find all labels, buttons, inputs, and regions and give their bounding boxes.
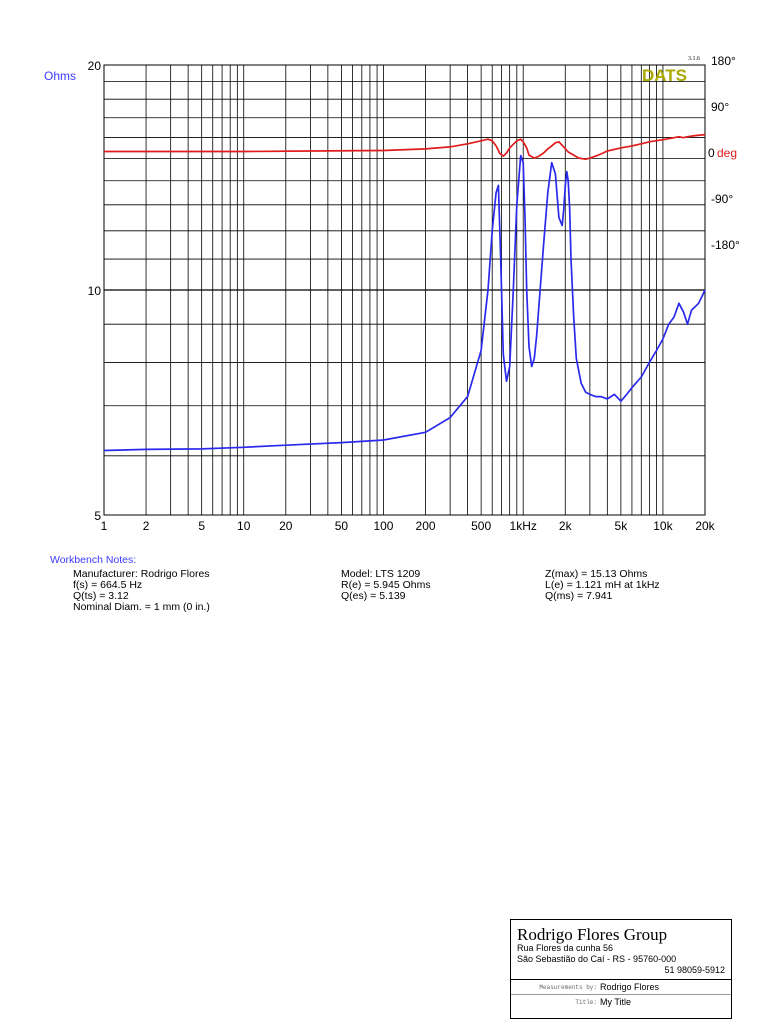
note-manufacturer: Manufacturer: Rodrigo Flores — [73, 568, 210, 580]
deg-zero-label: 0 — [708, 146, 715, 160]
title-row: Title: My Title — [511, 995, 731, 1009]
notes-column-1: Manufacturer: Rodrigo Flores f(s) = 664.… — [73, 569, 210, 613]
impedance-phase-chart: 1 2 5 10 20 50 100 200 500 1kHz 2k 5k 10k 20k 20 10 5 1… — [44, 54, 740, 533]
x-tick-label: 5 — [198, 519, 205, 533]
y-tick-labels: 20 10 5 — [88, 59, 102, 523]
y2-tick-label: -180° — [711, 238, 740, 252]
chart-series — [103, 133, 706, 452]
x-tick-label: 1 — [101, 519, 108, 533]
title-row-divider — [511, 994, 731, 995]
address-line-2: São Sebastião do Caí - RS - 95760-000 — [517, 954, 677, 964]
x-tick-label: 20 — [279, 519, 293, 533]
x-tick-label: 10 — [237, 519, 251, 533]
measured-by-value: Rodrigo Flores — [600, 982, 660, 992]
y-tick-label: 20 — [88, 59, 102, 73]
title-value: My Title — [600, 997, 632, 1007]
note-qes: Q(es) = 5.139 — [341, 590, 406, 602]
x-tick-label: 5k — [615, 519, 629, 533]
y-tick-label: 10 — [88, 284, 102, 298]
workbench-notes: Workbench Notes: Manufacturer: Rodrigo F… — [50, 554, 750, 613]
measured-by-label: Measurements by: — [539, 983, 597, 991]
x-tick-label: 50 — [335, 519, 349, 533]
x-tick-label: 200 — [416, 519, 436, 533]
x-tick-label: 1kHz — [510, 519, 537, 533]
notes-title: Workbench Notes: — [50, 554, 137, 566]
version-label: 3.1.6 — [688, 56, 700, 62]
deg-axis-label: deg — [717, 146, 737, 160]
chart-grid — [104, 65, 705, 515]
title-block: Rodrigo Flores Group Rua Flores da cunha… — [510, 919, 732, 1019]
title-block-divider — [511, 979, 731, 980]
dats-logo: DATS — [642, 66, 687, 85]
y2-tick-label: -90° — [711, 192, 733, 206]
note-zmax: Z(max) = 15.13 Ohms — [545, 568, 648, 580]
note-le: L(e) = 1.121 mH at 1kHz — [545, 579, 660, 591]
y2-tick-label: 180° — [711, 54, 736, 68]
note-re: R(e) = 5.945 Ohms — [341, 579, 431, 591]
y2-tick-labels: 180° 90° -90° -180° — [711, 54, 740, 252]
y-tick-label: 5 — [94, 509, 101, 523]
x-tick-label: 20k — [695, 519, 715, 533]
address-line-1: Rua Flores da cunha 56 — [517, 943, 614, 953]
phone-number: 51 98059-5912 — [664, 965, 725, 975]
x-tick-labels: 1 2 5 10 20 50 100 200 500 1kHz 2k 5k 10k 20k — [101, 519, 716, 533]
impedance-line — [103, 154, 706, 452]
notes-column-3: Z(max) = 15.13 Ohms L(e) = 1.121 mH at 1… — [545, 569, 660, 602]
x-tick-label: 2k — [559, 519, 573, 533]
note-model: Model: LTS 1209 — [341, 568, 421, 580]
measured-by-row: Measurements by: Rodrigo Flores — [511, 980, 731, 994]
x-tick-label: 10k — [653, 519, 673, 533]
x-tick-label: 500 — [471, 519, 491, 533]
phase-line — [104, 133, 706, 161]
note-qts: Q(ts) = 3.12 — [73, 590, 129, 602]
note-fs: f(s) = 664.5 Hz — [73, 579, 143, 591]
note-qms: Q(ms) = 7.941 — [545, 590, 613, 602]
y2-tick-label: 90° — [711, 100, 729, 114]
company-name: Rodrigo Flores Group — [517, 925, 668, 944]
ohms-axis-label: Ohms — [44, 69, 76, 83]
x-tick-label: 100 — [373, 519, 393, 533]
note-diameter: Nominal Diam. = 1 mm (0 in.) — [73, 601, 210, 613]
x-tick-label: 2 — [143, 519, 150, 533]
notes-column-2: Model: LTS 1209 R(e) = 5.945 Ohms Q(es) … — [341, 569, 431, 602]
title-label: Title: — [575, 998, 597, 1006]
